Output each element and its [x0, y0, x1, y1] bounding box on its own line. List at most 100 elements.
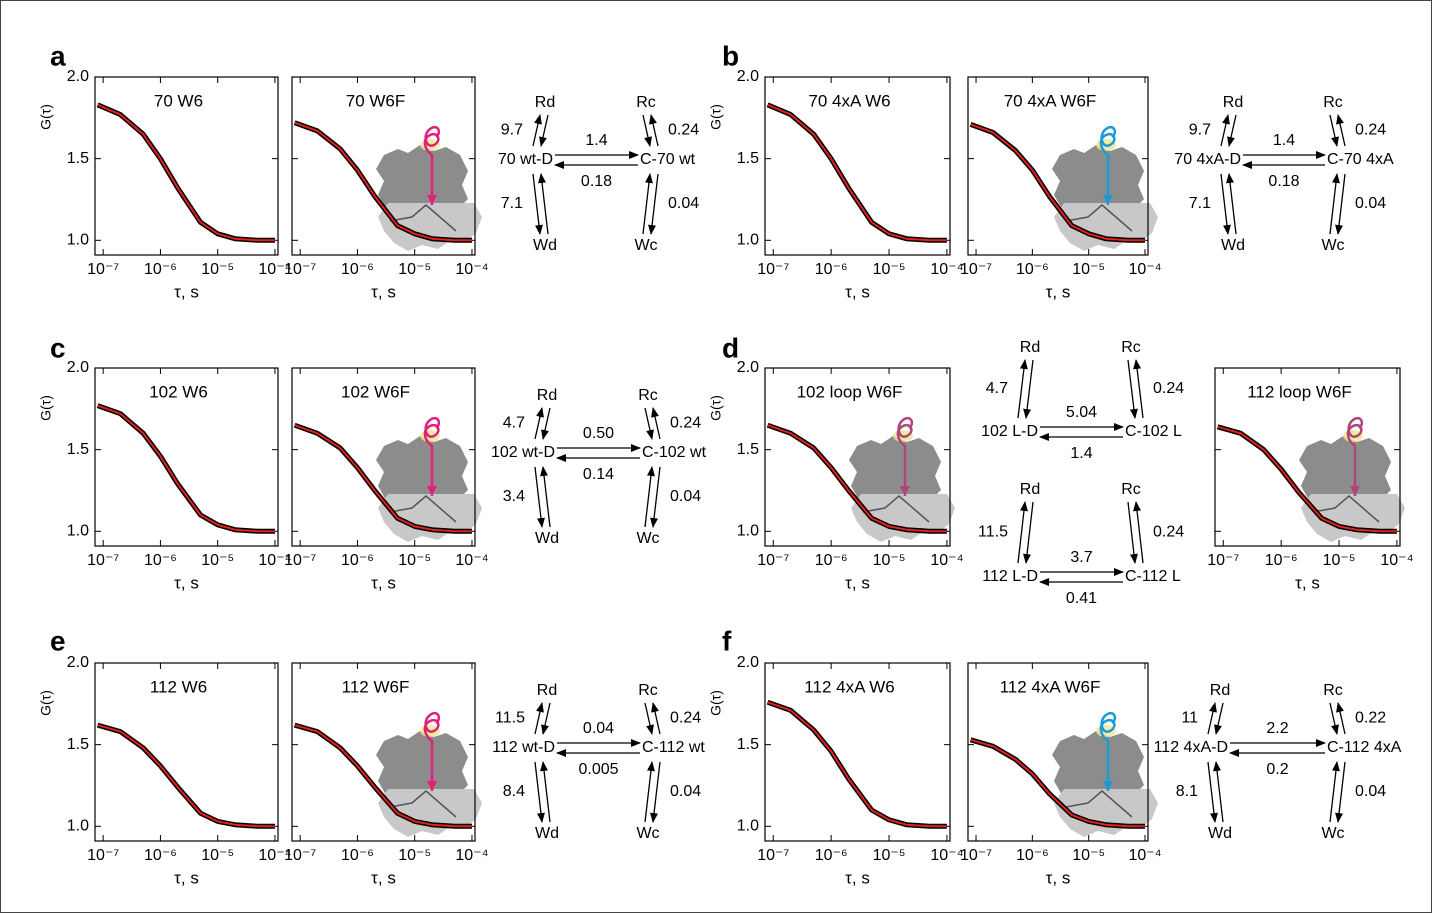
x-tick-label: 10⁻⁶ [815, 261, 848, 278]
y-tick-label: 1.0 [67, 523, 89, 540]
x-tick-label: 10⁻⁶ [341, 261, 374, 278]
arrow [1329, 761, 1340, 823]
ribosome-large [376, 145, 468, 209]
state-label: Wd [533, 237, 557, 254]
rate-label: 7.1 [501, 195, 523, 212]
panel-label: a [50, 40, 66, 71]
data-line [1217, 425, 1397, 533]
fluorophore [1350, 486, 1360, 496]
x-tick-label: 10⁻⁶ [815, 847, 848, 864]
arrow [649, 114, 659, 147]
ribosome-small [1054, 203, 1158, 251]
arrow [642, 114, 652, 147]
x-tick-label: 10⁻⁵ [1072, 261, 1105, 278]
fluorophore [900, 486, 910, 496]
rate-label: 0.18 [581, 173, 612, 190]
state-label: Wc [636, 825, 659, 842]
x-tick-label: 10⁻⁷ [87, 552, 119, 569]
ribosome-large [1052, 145, 1144, 209]
data-line [97, 404, 275, 533]
chart-title: 112 W6 [150, 677, 207, 696]
x-tick-label: 10⁻⁷ [1207, 552, 1239, 569]
plot-frame [764, 76, 951, 256]
state-label: C-112 4xA [1327, 739, 1402, 756]
data-line [294, 724, 472, 828]
rate-label: 0.18 [1268, 173, 1299, 190]
arrow [541, 407, 551, 440]
x-tick-label: 10⁻⁵ [201, 552, 234, 569]
rate-label: 7.1 [1189, 195, 1211, 212]
x-tick-label: 10⁻⁴ [455, 261, 488, 278]
x-tick-label: 10⁻⁵ [201, 261, 234, 278]
y-tick-label: 1.0 [67, 232, 89, 249]
fluorophore [427, 486, 437, 496]
nascent-chain [1099, 711, 1117, 791]
x-tick-label: 10⁻⁷ [757, 552, 789, 569]
state-label: Rd [1210, 682, 1230, 699]
x-axis-label: τ, s [1046, 868, 1071, 887]
y-tick-label: 1.0 [737, 232, 759, 249]
rate-label: 0.04 [670, 488, 701, 505]
x-axis-label: τ, s [1046, 282, 1071, 301]
arrow [1335, 761, 1346, 823]
data-line [97, 724, 275, 828]
state-label: Wd [535, 530, 559, 547]
state-label: Wd [1208, 825, 1232, 842]
x-tick-label: 10⁻⁷ [284, 552, 316, 569]
x-tick-label: 10⁻⁷ [757, 261, 789, 278]
x-axis-label: τ, s [1295, 573, 1320, 592]
x-tick-label: 10⁻⁶ [1265, 552, 1298, 569]
state-label: Rd [1020, 481, 1040, 498]
rate-label: 1.4 [1070, 445, 1092, 462]
data-line [96, 722, 275, 829]
x-tick-label: 10⁻⁶ [341, 847, 374, 864]
x-tick-label: 10⁻⁶ [815, 552, 848, 569]
x-tick-label: 10⁻⁴ [258, 847, 291, 864]
state-label: 102 L-D [981, 423, 1038, 440]
chart-title: 112 W6F [342, 677, 410, 696]
ribosome-small [1301, 494, 1405, 542]
state-label: Rd [537, 387, 557, 404]
x-tick-label: 10⁻⁷ [284, 261, 316, 278]
state-label: Rc [636, 94, 656, 111]
state-label: Rd [535, 94, 555, 111]
chart-title: 112 4xA W6 [804, 677, 894, 696]
state-label: C-102 wt [642, 444, 707, 461]
panel-label: e [50, 625, 66, 656]
arrow [642, 173, 653, 235]
rate-label: 0.14 [583, 466, 614, 483]
state-label: Rc [1323, 682, 1343, 699]
nascent-chain [1099, 125, 1117, 205]
arrow [650, 761, 661, 823]
rate-label: 4.7 [986, 380, 1008, 397]
data-line [970, 738, 1145, 828]
state-label: C-102 L [1125, 423, 1182, 440]
data-line [970, 123, 1145, 242]
rate-label: 8.1 [1176, 783, 1198, 800]
arrow [538, 173, 549, 235]
rate-label: 8.4 [503, 783, 525, 800]
panel-label: b [722, 40, 739, 71]
plot-frame [291, 662, 476, 842]
x-axis-label: τ, s [174, 868, 199, 887]
y-tick-label: 2.0 [67, 68, 89, 85]
data-line [294, 121, 472, 242]
y-axis-label: G(τ) [708, 395, 724, 421]
data-line [766, 699, 947, 829]
fluorophore [1103, 781, 1113, 791]
rate-label: 0.04 [668, 195, 699, 212]
rate-label: 0.24 [668, 122, 699, 139]
x-tick-label: 10⁻⁷ [960, 847, 992, 864]
ribosome-small [851, 494, 955, 542]
mrna [862, 495, 930, 523]
chart-title: 70 4xA W6 [808, 91, 890, 110]
state-label: Wc [1321, 237, 1344, 254]
nascent-chain [896, 416, 914, 496]
arrow [540, 466, 551, 528]
arrow [650, 466, 661, 528]
state-label: 112 L-D [982, 568, 1038, 585]
x-tick-label: 10⁻⁴ [1128, 847, 1161, 864]
arrow [644, 466, 655, 528]
chart-title: 102 W6 [149, 382, 208, 401]
